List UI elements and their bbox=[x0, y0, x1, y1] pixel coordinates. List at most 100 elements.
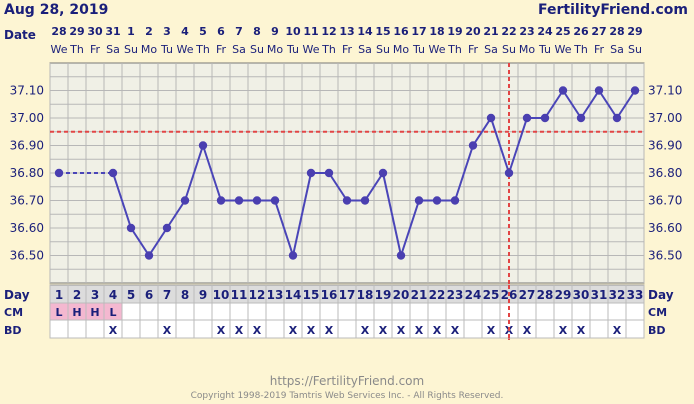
date-label: 3 bbox=[163, 25, 171, 38]
date-label: 7 bbox=[235, 25, 243, 38]
day-row-label: Day bbox=[4, 288, 30, 302]
cm-value: L bbox=[55, 306, 62, 319]
temp-point bbox=[486, 113, 496, 123]
temp-point bbox=[306, 168, 316, 178]
weekday-label: Th bbox=[321, 43, 336, 56]
y-tick-label: 37.10 bbox=[10, 84, 44, 98]
day-number: 2 bbox=[73, 288, 81, 302]
temp-point bbox=[558, 86, 568, 95]
weekday-label: Sa bbox=[610, 43, 624, 56]
temp-point bbox=[252, 196, 262, 205]
bd-mark: X bbox=[523, 324, 532, 337]
cm-value: H bbox=[72, 306, 81, 319]
day-number: 3 bbox=[91, 288, 99, 302]
date-label: 4 bbox=[181, 25, 189, 38]
bd-mark: X bbox=[217, 324, 226, 337]
temp-point bbox=[162, 223, 172, 233]
temp-point bbox=[54, 168, 64, 178]
site-name: FertilityFriend.com bbox=[538, 2, 688, 18]
date-label: 28 bbox=[609, 25, 624, 38]
y-tick-label: 36.90 bbox=[10, 139, 44, 153]
date-row-label: Date bbox=[4, 28, 36, 42]
y-tick-label: 37.10 bbox=[648, 84, 682, 98]
date-label: 26 bbox=[573, 25, 589, 38]
temp-line-segment bbox=[382, 172, 402, 256]
bd-row-bg bbox=[49, 319, 645, 339]
date-label: 15 bbox=[375, 25, 390, 38]
weekday-label: We bbox=[303, 43, 320, 56]
cm-row-bg bbox=[49, 302, 645, 321]
temp-point bbox=[180, 196, 190, 205]
temp-line-segment bbox=[490, 117, 510, 174]
day-number: 4 bbox=[109, 288, 117, 302]
weekday-label: We bbox=[177, 43, 194, 56]
temp-point bbox=[630, 86, 640, 95]
temp-line-segment bbox=[184, 145, 204, 201]
temp-point bbox=[432, 196, 442, 205]
cm-cell bbox=[68, 303, 86, 320]
date-label: 25 bbox=[555, 25, 570, 38]
bd-mark: X bbox=[613, 324, 622, 337]
y-tick-label: 36.80 bbox=[10, 166, 44, 180]
temp-point bbox=[234, 196, 244, 205]
bd-mark: X bbox=[289, 324, 298, 337]
temp-line-segment bbox=[562, 89, 582, 119]
bd-mark: X bbox=[307, 324, 316, 337]
temp-point bbox=[396, 251, 406, 260]
date-label: 29 bbox=[627, 25, 642, 38]
date-label: 30 bbox=[87, 25, 103, 38]
day-number: 10 bbox=[213, 288, 230, 302]
day-number: 20 bbox=[393, 288, 410, 302]
date-label: 9 bbox=[271, 25, 279, 38]
weekday-label: Su bbox=[124, 43, 138, 56]
temp-point bbox=[288, 251, 298, 260]
weekday-label: Sa bbox=[358, 43, 372, 56]
date-label: 23 bbox=[519, 25, 534, 38]
temp-point bbox=[216, 196, 226, 205]
cm-cell bbox=[50, 303, 68, 320]
day-number: 13 bbox=[267, 288, 284, 302]
temp-line-segment bbox=[472, 117, 492, 147]
date-label: 21 bbox=[483, 25, 498, 38]
bd-row-label-right: BD bbox=[648, 324, 666, 337]
day-number: 8 bbox=[181, 288, 189, 302]
temp-line-segment bbox=[598, 89, 618, 119]
bd-mark: X bbox=[235, 324, 244, 337]
bd-mark: X bbox=[433, 324, 442, 337]
date-label: 16 bbox=[393, 25, 409, 38]
temp-point bbox=[144, 251, 154, 260]
temp-point bbox=[468, 141, 478, 150]
temp-line-segment bbox=[580, 89, 600, 119]
weekday-label: Su bbox=[250, 43, 264, 56]
temp-point bbox=[360, 196, 370, 205]
temp-point bbox=[414, 196, 424, 205]
date-label: 2 bbox=[145, 25, 153, 38]
temp-line-segment bbox=[616, 89, 636, 119]
day-number: 9 bbox=[199, 288, 207, 302]
temp-line-segment bbox=[274, 200, 294, 256]
chart-date: Aug 28, 2019 bbox=[4, 2, 108, 18]
temp-point bbox=[576, 113, 586, 123]
day-number: 22 bbox=[429, 288, 446, 302]
day-number: 21 bbox=[411, 288, 428, 302]
temp-line-segment bbox=[202, 145, 222, 201]
weekday-label: We bbox=[51, 43, 68, 56]
temp-point bbox=[108, 168, 118, 178]
weekday-label: Fr bbox=[594, 43, 605, 56]
temp-line-segment bbox=[508, 117, 528, 174]
cm-cell bbox=[104, 303, 122, 320]
y-tick-label: 36.50 bbox=[648, 249, 682, 263]
bd-mark: X bbox=[487, 324, 496, 337]
weekday-label: Fr bbox=[90, 43, 101, 56]
day-row-label-right: Day bbox=[648, 288, 674, 302]
footer-url: https://FertilityFriend.com bbox=[270, 374, 424, 388]
date-label: 5 bbox=[199, 25, 207, 38]
temp-point bbox=[504, 168, 514, 178]
weekday-label: Th bbox=[195, 43, 210, 56]
date-label: 20 bbox=[465, 25, 481, 38]
date-label: 6 bbox=[217, 25, 225, 38]
date-label: 29 bbox=[69, 25, 84, 38]
date-label: 10 bbox=[285, 25, 301, 38]
day-number: 27 bbox=[519, 288, 536, 302]
temp-line-segment bbox=[148, 227, 168, 257]
